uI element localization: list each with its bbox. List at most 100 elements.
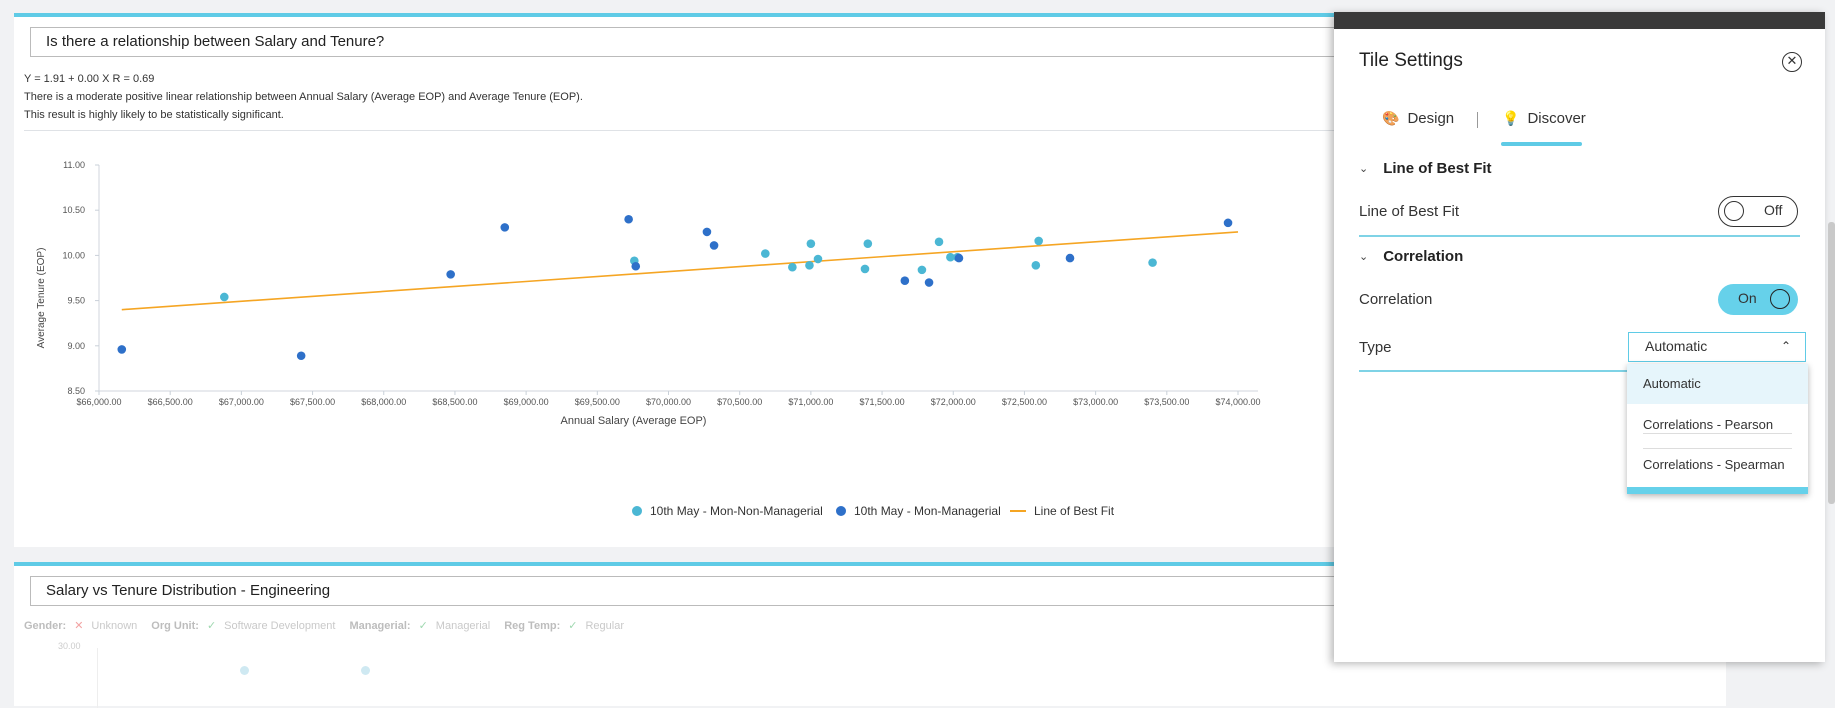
legend-item-best-fit[interactable]: Line of Best Fit (1010, 504, 1114, 518)
row-underline (1359, 370, 1629, 372)
x-tick-label: $67,000.00 (219, 397, 264, 407)
correlation-toggle[interactable]: On (1718, 284, 1798, 315)
filter-bar: Gender: ✕ Unknown Org Unit: ✓ Software D… (24, 619, 624, 633)
x-tick-label: $73,500.00 (1144, 397, 1189, 407)
data-point-managerial (702, 227, 712, 237)
data-point-non-managerial (788, 262, 797, 272)
option-spearman[interactable]: Correlations - Spearman (1643, 457, 1785, 472)
scatter-chart: 11.00 10.50 10.00 9.50 9.00 8.50$66,000.00 $66… (36, 160, 1261, 427)
option-automatic[interactable]: Automatic (1627, 364, 1808, 404)
legend-dot (632, 506, 642, 516)
faded-point (361, 666, 370, 675)
option-divider (1643, 433, 1792, 434)
toggle-state: On (1738, 290, 1757, 306)
filter-key: Managerial: (349, 619, 411, 632)
x-tick-label: $73,000.00 (1073, 397, 1118, 407)
data-point-managerial (1223, 218, 1233, 228)
x-tick-label: $71,000.00 (788, 397, 833, 407)
check-icon: ✓ (568, 620, 578, 632)
x-tick-label: $68,000.00 (361, 397, 406, 407)
faded-point (240, 666, 249, 675)
filter-value: Managerial (435, 619, 491, 632)
x-tick-label: $69,500.00 (575, 397, 620, 407)
y-axis-label: Average Tenure (EOP) (36, 248, 47, 349)
section-title: Correlation (1383, 248, 1464, 265)
tab-discover[interactable]: 💡 Discover (1502, 110, 1586, 127)
filter-value: Unknown (91, 619, 138, 632)
panel-title: Tile Settings (1359, 50, 1463, 71)
data-point-managerial (117, 345, 127, 354)
regression-equation: Y = 1.91 + 0.00 X R = 0.69 (24, 73, 155, 85)
data-point-managerial (709, 241, 719, 250)
chevron-up-icon: ⌃ (1780, 339, 1791, 353)
data-point-non-managerial (917, 265, 927, 275)
tab-label: Discover (1527, 110, 1586, 127)
y-tick-label: 8.50 (67, 386, 85, 396)
tab-separator (1477, 112, 1478, 128)
best-fit-toggle[interactable]: Off (1718, 196, 1798, 227)
option-divider (1643, 448, 1792, 449)
close-icon[interactable]: ✕ (1782, 52, 1802, 72)
data-point-managerial (500, 223, 510, 232)
section-header-correlation[interactable]: ⌄ Correlation (1359, 248, 1463, 265)
filter-value: Regular (585, 619, 624, 632)
scrollbar[interactable] (1828, 222, 1835, 504)
tab-design[interactable]: 🎨 Design (1382, 110, 1454, 127)
data-point-non-managerial (863, 239, 873, 248)
legend-item-non-managerial[interactable]: 10th May - Mon-Non-Managerial (632, 504, 823, 518)
chevron-down-icon: ⌄ (1359, 251, 1369, 263)
data-point-non-managerial (1031, 261, 1041, 270)
data-point-non-managerial (813, 254, 823, 264)
active-tab-indicator (1501, 142, 1582, 146)
legend-item-managerial[interactable]: 10th May - Mon-Managerial (836, 504, 1001, 518)
correlation-label: Correlation (1359, 291, 1433, 308)
tile-title[interactable]: Salary vs Tenure Distribution - Engineer… (30, 576, 1530, 606)
data-point-non-managerial (860, 264, 870, 274)
data-point-non-managerial (946, 252, 955, 262)
type-label: Type (1359, 339, 1392, 356)
y-axis (97, 648, 98, 708)
data-point-managerial (624, 214, 633, 224)
x-axis-label: Annual Salary (Average EOP) (561, 415, 707, 427)
y-tick-label: 30.00 (58, 641, 81, 651)
data-point-non-managerial (219, 292, 229, 302)
x-tick-label: $71,500.00 (860, 397, 905, 407)
select-value: Automatic (1645, 338, 1708, 354)
best-fit-line (121, 231, 1239, 311)
x-tick-label: $66,000.00 (76, 397, 121, 407)
divider (24, 130, 1524, 131)
data-point-managerial (446, 270, 455, 279)
panel-header-bar (1334, 12, 1825, 29)
filter-value: Software Development (224, 619, 336, 632)
data-point-non-managerial (1148, 258, 1157, 267)
x-tick-label: $67,500.00 (290, 397, 335, 407)
option-pearson[interactable]: Correlations - Pearson (1643, 417, 1774, 432)
section-header-best-fit[interactable]: ⌄ Line of Best Fit (1359, 160, 1492, 177)
data-point-non-managerial (805, 261, 814, 270)
legend-label: 10th May - Mon-Managerial (854, 504, 1001, 518)
y-tick-label: 9.50 (67, 296, 85, 306)
y-tick-label: 11.00 (63, 160, 85, 170)
filter-key: Org Unit: (151, 619, 199, 632)
data-point-managerial (296, 351, 306, 361)
legend-label: 10th May - Mon-Non-Managerial (650, 504, 823, 518)
y-tick-label: 9.00 (67, 341, 85, 351)
data-point-managerial (954, 253, 964, 263)
filter-key: Gender: (24, 619, 67, 632)
check-icon: ✓ (418, 620, 428, 632)
section-title: Line of Best Fit (1383, 160, 1492, 177)
tile-title[interactable]: Is there a relationship between Salary a… (30, 27, 1530, 57)
row-underline (1359, 235, 1800, 237)
y-tick-label: 10.50 (62, 205, 85, 215)
x-tick-label: $70,500.00 (717, 397, 762, 407)
data-point-managerial (924, 278, 934, 287)
significance-text: This result is highly likely to be stati… (24, 109, 284, 121)
type-dropdown-menu: Automatic Correlations - Pearson Correla… (1627, 364, 1808, 494)
relationship-description: There is a moderate positive linear rela… (24, 91, 583, 103)
legend-label: Line of Best Fit (1034, 504, 1115, 518)
correlation-type-select[interactable]: Automatic ⌃ (1628, 332, 1806, 362)
x-tick-label: $69,000.00 (504, 397, 549, 407)
tab-label: Design (1407, 110, 1455, 127)
toggle-state: Off (1764, 202, 1783, 218)
toggle-knob (1724, 201, 1744, 221)
